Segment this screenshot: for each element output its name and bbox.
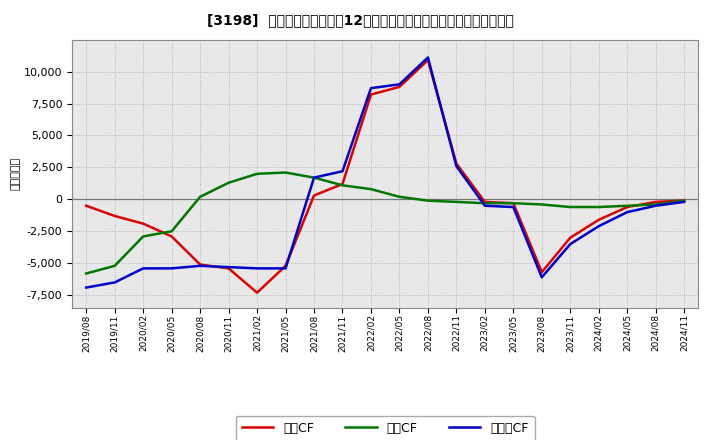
投賄CF xyxy=(623,203,631,209)
営業CF xyxy=(480,199,489,205)
投賄CF xyxy=(509,201,518,206)
営業CF xyxy=(395,84,404,89)
営業CF xyxy=(623,205,631,210)
フリーCF xyxy=(623,209,631,215)
フリーCF xyxy=(253,266,261,271)
フリーCF xyxy=(82,285,91,290)
投賄CF xyxy=(480,201,489,206)
フリーCF xyxy=(310,175,318,180)
Line: フリーCF: フリーCF xyxy=(86,58,684,288)
営業CF xyxy=(537,270,546,275)
Y-axis label: （百万円）: （百万円） xyxy=(11,157,21,191)
営業CF xyxy=(509,201,518,206)
Line: 投賄CF: 投賄CF xyxy=(86,172,684,274)
投賄CF xyxy=(310,175,318,180)
フリーCF xyxy=(509,205,518,210)
フリーCF xyxy=(566,242,575,247)
投賄CF xyxy=(537,202,546,207)
投賄CF xyxy=(680,198,688,203)
投賄CF xyxy=(566,205,575,210)
営業CF xyxy=(680,198,688,203)
フリーCF xyxy=(139,266,148,271)
営業CF xyxy=(167,234,176,239)
フリーCF xyxy=(423,55,432,60)
投賄CF xyxy=(196,194,204,199)
投賄CF xyxy=(395,194,404,199)
フリーCF xyxy=(480,203,489,209)
投賄CF xyxy=(110,263,119,268)
フリーCF xyxy=(366,85,375,91)
Legend: 営業CF, 投賄CF, フリーCF: 営業CF, 投賄CF, フリーCF xyxy=(235,416,535,440)
フリーCF xyxy=(282,266,290,271)
フリーCF xyxy=(537,275,546,280)
フリーCF xyxy=(395,82,404,87)
営業CF xyxy=(310,193,318,198)
投賄CF xyxy=(253,171,261,176)
営業CF xyxy=(338,181,347,187)
営業CF xyxy=(282,263,290,268)
投賄CF xyxy=(452,199,461,205)
営業CF xyxy=(196,262,204,267)
フリーCF xyxy=(110,280,119,285)
営業CF xyxy=(652,199,660,205)
投賄CF xyxy=(167,229,176,234)
営業CF xyxy=(452,161,461,166)
フリーCF xyxy=(167,266,176,271)
投賄CF xyxy=(282,170,290,175)
フリーCF xyxy=(595,224,603,229)
フリーCF xyxy=(338,169,347,174)
投賄CF xyxy=(82,271,91,276)
営業CF xyxy=(566,235,575,240)
営業CF xyxy=(139,221,148,226)
フリーCF xyxy=(452,164,461,169)
営業CF xyxy=(82,203,91,209)
フリーCF xyxy=(196,263,204,268)
投賄CF xyxy=(338,183,347,188)
投賄CF xyxy=(139,234,148,239)
営業CF xyxy=(423,57,432,62)
フリーCF xyxy=(225,264,233,270)
フリーCF xyxy=(680,199,688,205)
Line: 営業CF: 営業CF xyxy=(86,60,684,293)
投賄CF xyxy=(423,198,432,203)
営業CF xyxy=(225,266,233,271)
営業CF xyxy=(110,213,119,219)
投賄CF xyxy=(225,180,233,185)
営業CF xyxy=(366,92,375,97)
投賄CF xyxy=(652,202,660,207)
フリーCF xyxy=(652,203,660,209)
投賄CF xyxy=(366,187,375,192)
営業CF xyxy=(595,217,603,223)
営業CF xyxy=(253,290,261,295)
投賄CF xyxy=(595,205,603,210)
Text: [3198]  キャッシュフローの12か月移動合計の対前年同期増減額の推移: [3198] キャッシュフローの12か月移動合計の対前年同期増減額の推移 xyxy=(207,13,513,27)
